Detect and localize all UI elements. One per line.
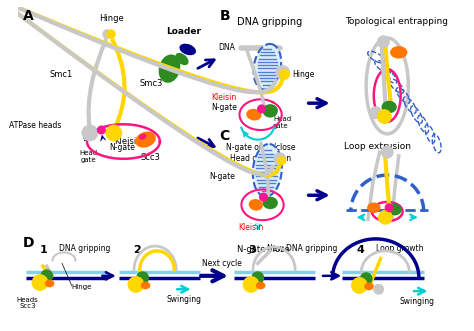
Text: DNA gripping: DNA gripping [59,244,110,253]
Circle shape [252,272,264,284]
Text: 4: 4 [356,245,365,255]
Text: Smc3: Smc3 [140,79,163,88]
Text: New DNA gripping: New DNA gripping [267,244,337,253]
Text: N-gate: N-gate [209,171,235,181]
Circle shape [274,153,285,165]
Ellipse shape [249,199,263,211]
Circle shape [378,110,391,123]
Circle shape [258,105,265,113]
Ellipse shape [106,29,116,39]
Text: Scc3: Scc3 [19,303,36,309]
Circle shape [137,272,148,284]
Circle shape [352,278,367,293]
Circle shape [378,36,389,48]
Circle shape [278,157,285,165]
Text: Loader: Loader [166,27,201,36]
Text: 1: 1 [40,245,48,255]
Circle shape [276,66,290,79]
Text: B: B [219,9,230,23]
Ellipse shape [159,55,180,83]
Circle shape [32,275,48,290]
Ellipse shape [256,282,265,289]
Circle shape [82,125,98,141]
Circle shape [370,107,382,118]
Text: Scc3: Scc3 [140,153,160,162]
Text: Loop growth: Loop growth [376,244,423,253]
Ellipse shape [135,131,156,148]
Ellipse shape [388,204,401,215]
Text: Topological entrapping: Topological entrapping [346,17,448,26]
Text: Loop extrusion: Loop extrusion [344,142,411,151]
Text: Head
gate: Head gate [273,116,291,129]
Circle shape [374,284,383,294]
Text: D: D [23,236,34,250]
Ellipse shape [175,53,189,65]
Ellipse shape [179,44,196,55]
Ellipse shape [263,104,278,118]
Text: Swinging: Swinging [400,297,435,306]
Ellipse shape [246,109,262,120]
Ellipse shape [45,280,55,287]
Circle shape [243,277,259,292]
Text: Hinge: Hinge [100,14,124,23]
Ellipse shape [263,197,278,209]
Circle shape [382,146,393,158]
Circle shape [379,211,392,224]
Ellipse shape [364,283,374,290]
Text: A: A [23,9,34,23]
Ellipse shape [390,46,407,59]
Text: Kleisin: Kleisin [114,137,142,146]
Ellipse shape [253,144,282,197]
Text: C: C [219,129,229,143]
Circle shape [98,126,105,134]
Text: Head
gate: Head gate [79,150,97,163]
Circle shape [385,204,393,212]
Circle shape [41,270,53,282]
Text: DNA gripping: DNA gripping [237,17,302,27]
Text: N-gate: N-gate [211,103,237,112]
Text: Swinging: Swinging [167,295,201,304]
Text: Smc1: Smc1 [49,70,73,79]
Circle shape [360,273,372,284]
Text: N-gate: N-gate [109,143,135,153]
Text: N-gate open/close
Head gate open: N-gate open/close Head gate open [226,143,295,163]
Text: 3: 3 [248,245,256,255]
Circle shape [128,277,144,292]
Ellipse shape [141,282,150,289]
Text: Hinge: Hinge [292,70,315,79]
Text: Kleisin: Kleisin [211,93,237,102]
Circle shape [260,193,267,201]
Text: 2: 2 [133,245,141,255]
Text: DNA: DNA [218,43,235,52]
Circle shape [280,70,290,79]
Ellipse shape [139,134,146,140]
Ellipse shape [102,29,112,39]
Text: Next cycle: Next cycle [202,259,242,268]
Ellipse shape [382,101,397,113]
Circle shape [106,125,121,141]
Ellipse shape [254,44,281,89]
Text: Heads: Heads [17,297,38,303]
Text: ATPase heads: ATPase heads [9,121,61,130]
Text: N-gate close: N-gate close [237,245,290,254]
Ellipse shape [367,203,381,213]
Text: Hinge: Hinge [72,284,92,290]
Text: Kleisin: Kleisin [238,223,264,232]
